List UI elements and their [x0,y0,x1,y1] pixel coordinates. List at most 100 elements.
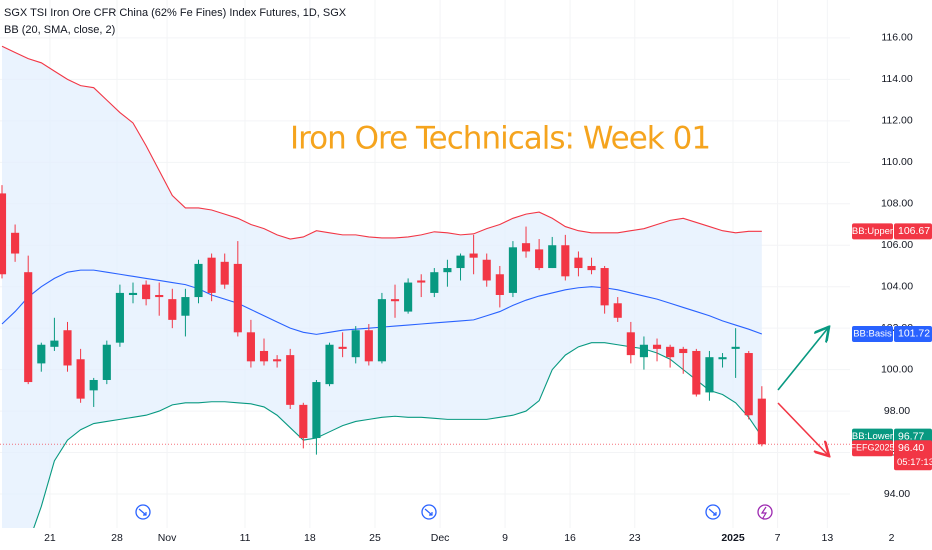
candle-body [181,297,190,316]
band-line [33,342,763,528]
candle-body [587,265,596,271]
candle-body [639,344,648,358]
candle-body [390,299,400,302]
y-tick-label: 108.00 [881,198,913,210]
candle-body [312,382,321,439]
candle-body [679,348,688,354]
x-tick-label: 18 [304,532,316,544]
tag-value-box [894,440,932,471]
tag-value-box [894,223,932,240]
candle-body [246,332,255,362]
candle-body [325,344,334,385]
candle-body [63,330,72,366]
candle-body [705,357,714,393]
y-tick-label: 98.00 [884,405,910,417]
chart-title: SGX TSI Iron Ore CFR China (62% Fe Fines… [4,7,347,19]
candle-body [259,350,269,362]
candle-body [0,193,7,275]
candle-body [548,245,557,269]
annotation: Iron Ore Technicals: Week 01 [290,121,710,157]
tag-name: BB:Basis [853,328,892,339]
candle-body [731,346,740,349]
candle-body [351,330,360,358]
y-tick-label: 104.00 [881,280,913,292]
x-tick-label: Nov [158,532,177,544]
band-line [1,45,762,240]
tag-name: FEFG2025 [850,443,894,453]
candle-body [495,274,504,295]
x-tick-label: Dec [431,532,450,544]
x-tick-label: 25 [369,532,381,544]
candle-body [626,332,635,356]
candle-body [299,404,308,439]
x-tick-label: 9 [502,532,508,544]
candle-body [613,303,622,318]
y-tick-label: 100.00 [881,363,913,375]
tag-name-box [852,325,893,342]
candle-body [128,292,138,295]
candle-body [469,253,478,258]
candle-body [102,344,111,380]
arrow-down [777,402,828,455]
event-icon[interactable] [705,504,721,520]
candle-body [76,359,85,399]
candle-body [600,268,609,306]
candle-body [404,282,413,312]
overlay: SGX TSI Iron Ore CFR China (62% Fe Fines… [4,7,828,520]
tag-value: 96.77 [898,430,924,442]
candle-body [456,255,465,269]
tag-value: 106.67 [898,225,930,237]
candle-body [482,259,491,281]
price-tag: FEFG2025 96.40 05:17:13 [850,440,932,471]
candle-body [338,346,347,349]
y-tick-label: 112.00 [881,115,912,127]
x-tick-label: 2025 [721,532,745,544]
plot-area [0,0,850,528]
x-tick-label: 13 [821,532,833,544]
tag-name-box [852,440,893,457]
tag-name-box [852,223,893,240]
candle-body [744,353,753,416]
indicator-label: BB (20, SMA, close, 2) [4,24,115,36]
tag-value-box [894,325,932,342]
x-tick-label: 21 [44,532,56,544]
tag-value: 101.72 [898,328,930,340]
candle-body [155,294,164,298]
candle-body [692,350,701,395]
y-tick-label: 116.00 [881,32,912,44]
candle-body [37,344,46,364]
candle-body [521,243,531,252]
candle-body [142,284,151,300]
candle-body [364,330,373,362]
candle-body [24,272,33,383]
candle-body [430,272,439,293]
event-icon[interactable] [757,504,773,520]
x-tick-label: 7 [775,532,781,544]
event-icon[interactable] [421,504,437,520]
x-tick-label: 28 [111,532,123,544]
candle-body [207,257,216,293]
y-tick-label: 94.00 [884,488,910,500]
candle-body [168,299,177,320]
candle-body [718,357,727,360]
candle-body [286,355,295,405]
candle-body [377,299,386,362]
candle-body [535,249,544,269]
tag-value: 96.40 [898,442,924,454]
candle-body [233,263,242,333]
arrow-up [777,328,828,391]
candle-body [561,245,570,277]
y-tick-label: 114.00 [881,73,912,85]
candle-body [443,268,452,273]
candle-body [89,379,98,391]
tag-name: BB:Upper [852,226,893,237]
x-tick-label: 2 [889,532,895,544]
candle-body [666,346,675,358]
candle-body [417,280,426,283]
y-tick-label: 110.00 [881,156,912,168]
event-icon[interactable] [135,504,151,520]
price-tag: BB:Upper 106.67 [852,223,932,240]
candle-body [194,263,203,298]
y-tick-label: 106.00 [881,239,913,251]
